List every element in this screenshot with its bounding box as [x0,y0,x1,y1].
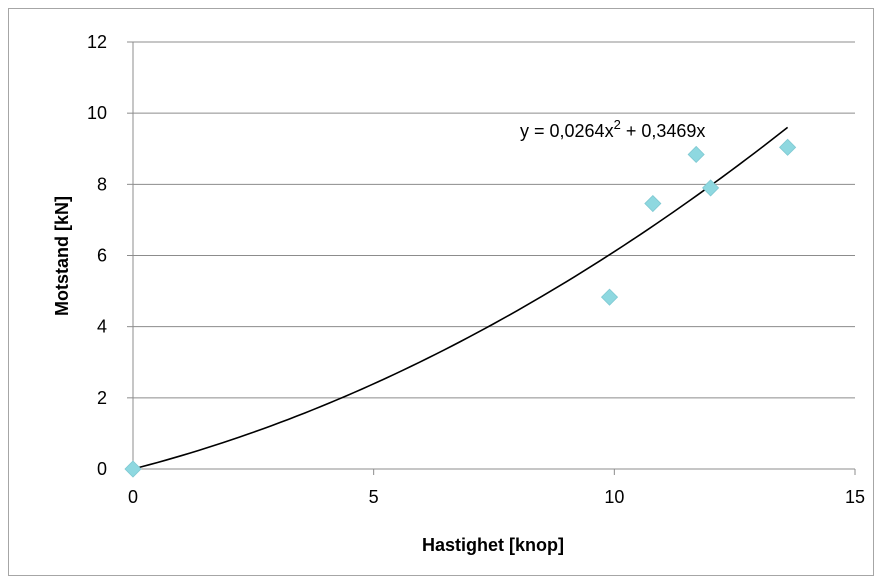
y-tick-label-6: 6 [97,246,107,266]
data-point-4 [702,179,720,197]
data-points [124,138,797,478]
x-tick-label-10: 10 [604,487,624,507]
axes [127,41,856,475]
x-tick-label-0: 0 [128,487,138,507]
trendline-equation: y = 0,0264x2 + 0,3469x [520,117,705,141]
y-axis-title: Motstand [kN] [52,196,72,316]
gridlines [133,41,855,399]
data-point-1 [600,288,619,306]
x-tick-label-5: 5 [369,487,379,507]
trendline [132,126,789,470]
data-point-0 [124,460,142,478]
tick-labels: 0 2 4 6 8 10 12 0 5 10 15 [87,32,865,507]
y-tick-label-4: 4 [97,317,107,337]
data-point-5 [779,138,797,156]
x-axis-title: Hastighet [knop] [422,535,564,555]
data-point-2 [644,194,662,213]
chart-area [8,8,874,576]
y-tick-label-10: 10 [87,103,107,123]
y-tick-label-8: 8 [97,174,107,194]
y-tick-label-0: 0 [97,459,107,479]
data-point-3 [687,145,705,164]
trendline-group [132,126,789,470]
x-tick-label-15: 15 [845,487,865,507]
y-tick-label-2: 2 [97,388,107,408]
y-tick-label-12: 12 [87,32,107,52]
